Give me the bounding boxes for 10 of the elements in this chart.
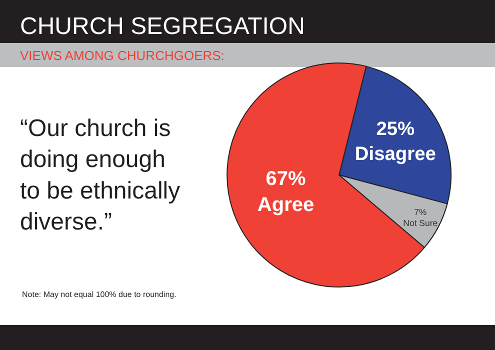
text: “Our church is doing enough to be ethnically diverse.” [20,115,180,236]
slice-label: Disagree [354,144,436,165]
chart-title: CHURCH SEGREGATION [20,13,305,40]
slice-label: Not Sure [403,218,438,228]
data-label: 7% [414,206,427,217]
data-label: 67% [266,168,306,190]
slice-label: Agree [257,194,314,216]
data-label: 25% [376,119,415,140]
text: VIEWS AMONG CHURCHGOERS: [20,48,224,63]
text: Note: May not equal 100% due to rounding. [22,290,176,299]
